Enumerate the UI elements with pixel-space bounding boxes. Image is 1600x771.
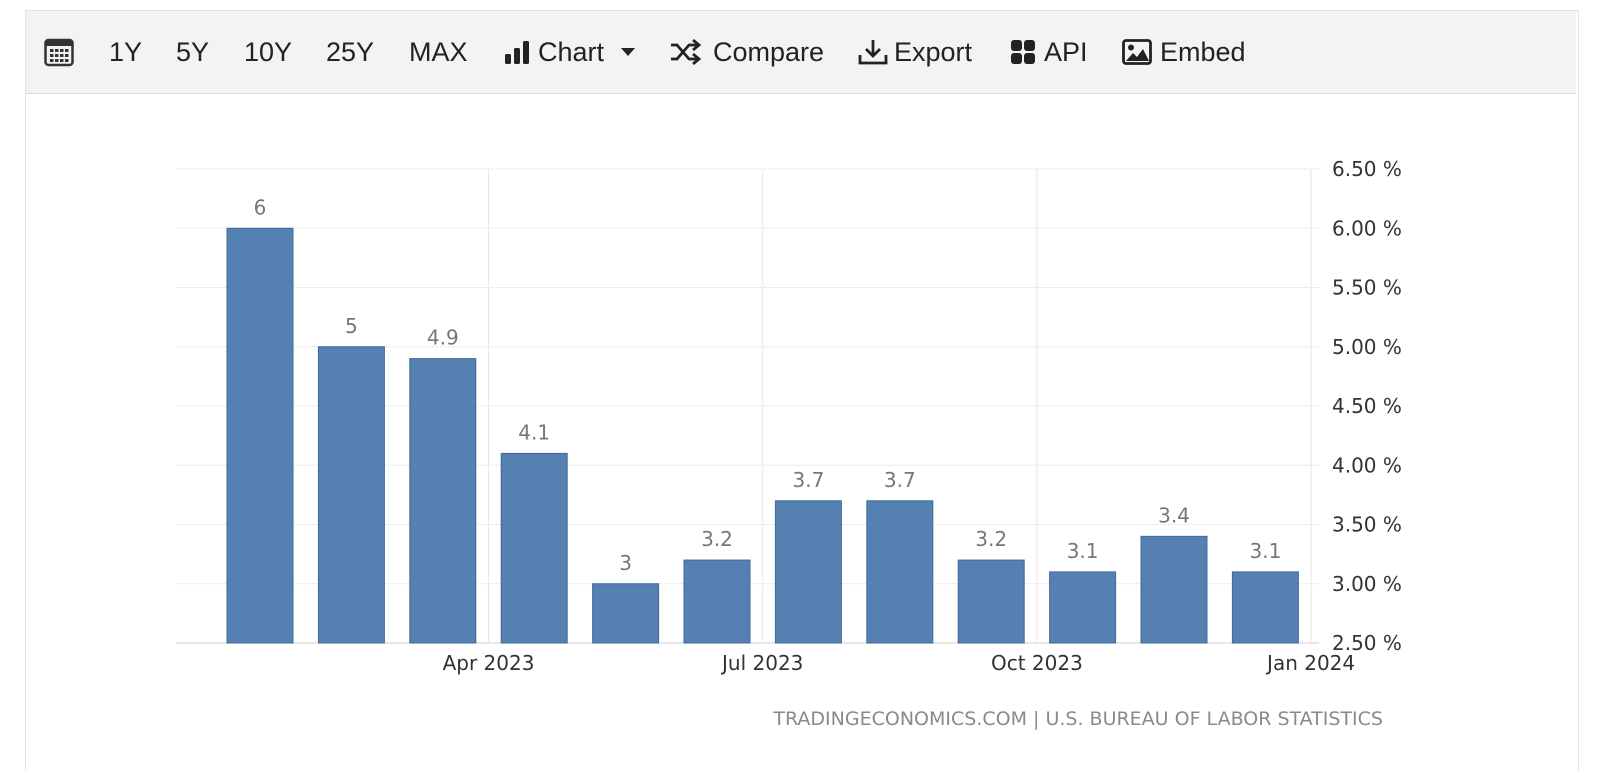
data-label: 5 <box>345 314 358 338</box>
source-credit: TRADINGECONOMICS.COM | U.S. BUREAU OF LA… <box>772 708 1383 730</box>
data-label: 3 <box>619 551 632 575</box>
range-10y-button[interactable]: 10Y <box>244 36 293 67</box>
bar[interactable] <box>226 227 294 644</box>
data-label: 4.9 <box>427 326 459 350</box>
y-tick-label: 5.00 % <box>1332 335 1402 359</box>
calendar-button[interactable] <box>44 11 74 93</box>
x-tick-label: Apr 2023 <box>443 651 535 675</box>
toolbar: 1Y 5Y 10Y 25Y MAX Chart Compare Export <box>26 11 1576 94</box>
export-button[interactable]: Export <box>858 11 972 93</box>
range-max-button[interactable]: MAX <box>409 36 468 67</box>
bar[interactable] <box>1140 535 1208 644</box>
y-tick-label: 4.50 % <box>1332 394 1402 418</box>
bar[interactable] <box>1231 571 1299 644</box>
bar[interactable] <box>774 500 842 644</box>
chart-type-button[interactable]: Chart <box>504 11 636 93</box>
y-tick-label: 3.00 % <box>1332 572 1402 596</box>
data-label: 4.1 <box>518 420 550 444</box>
chart-type-label: Chart <box>538 36 605 67</box>
bar[interactable] <box>500 452 568 644</box>
x-tick-label: Oct 2023 <box>991 651 1083 675</box>
range-5y-button[interactable]: 5Y <box>176 36 210 67</box>
y-tick-label: 3.50 % <box>1332 513 1402 537</box>
bar[interactable] <box>957 559 1025 644</box>
shuffle-icon <box>671 39 701 65</box>
api-button[interactable]: API <box>1010 11 1088 93</box>
embed-button[interactable]: Embed <box>1122 11 1246 93</box>
y-tick-label: 4.00 % <box>1332 453 1402 477</box>
download-icon <box>858 40 888 65</box>
data-label: 3.1 <box>1067 539 1099 563</box>
bar[interactable] <box>683 559 751 644</box>
caret-down-icon <box>621 48 636 56</box>
bar[interactable] <box>1049 571 1117 644</box>
compare-label: Compare <box>713 36 825 67</box>
y-tick-label: 5.50 % <box>1332 276 1402 300</box>
bar[interactable] <box>409 358 477 644</box>
data-labels: 6 5 4.9 4.1 3 3.2 3.7 3.7 3.2 3.1 3.4 3.1 <box>254 195 1282 575</box>
data-label: 3.2 <box>701 527 733 551</box>
x-axis: Apr 2023 Jul 2023 Oct 2023 Jan 2024 <box>443 651 1356 675</box>
grid-icon <box>1011 40 1035 64</box>
bar[interactable] <box>317 346 385 644</box>
bars <box>226 227 1299 644</box>
y-tick-label: 6.50 % <box>1332 157 1402 181</box>
api-label: API <box>1044 36 1088 67</box>
data-label: 6 <box>254 195 267 219</box>
bar[interactable] <box>866 500 934 644</box>
image-icon <box>1122 39 1152 65</box>
range-25y-button[interactable]: 25Y <box>326 36 375 67</box>
bar-chart-icon <box>505 41 529 64</box>
embed-label: Embed <box>1160 36 1246 67</box>
x-tick-label: Jul 2023 <box>720 651 803 675</box>
range-1y-button[interactable]: 1Y <box>109 36 143 67</box>
compare-button[interactable]: Compare <box>669 11 824 93</box>
data-label: 3.2 <box>975 527 1007 551</box>
y-axis: 6.50 % 6.00 % 5.50 % 5.00 % 4.50 % 4.00 % 3.50… <box>1332 157 1402 655</box>
data-label: 3.7 <box>792 468 824 492</box>
export-label: Export <box>894 36 973 67</box>
y-tick-label: 2.50 % <box>1332 631 1402 655</box>
x-tick-label: Jan 2024 <box>1265 651 1355 675</box>
bar[interactable] <box>592 583 660 644</box>
data-label: 3.4 <box>1158 503 1190 527</box>
data-label: 3.1 <box>1249 539 1281 563</box>
data-label: 3.7 <box>884 468 916 492</box>
calendar-icon <box>44 38 74 67</box>
y-tick-label: 6.00 % <box>1332 216 1402 240</box>
